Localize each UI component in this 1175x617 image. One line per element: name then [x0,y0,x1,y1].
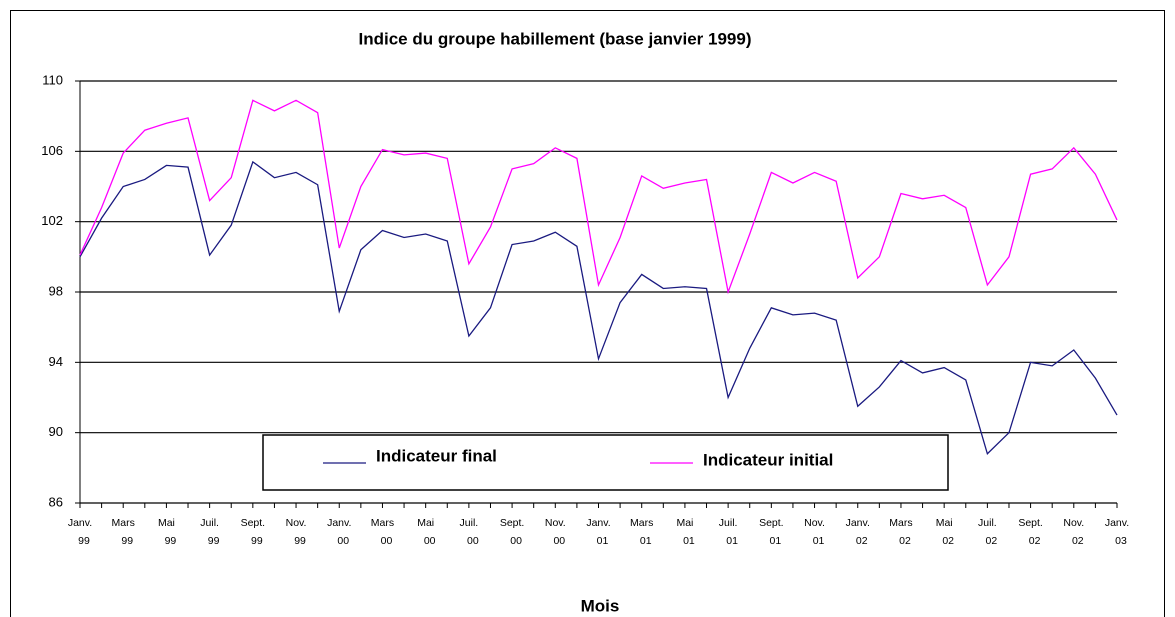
x-tick-label: 01 [813,535,825,547]
series-line [79,99,1118,295]
x-tick-label: 01 [683,535,695,547]
x-tick-label: 01 [640,535,652,547]
x-tick-label: 99 [78,535,90,547]
y-tick-label: 94 [49,354,63,369]
x-tick-label: Juil. [460,517,479,529]
y-tick-label: 98 [49,283,63,298]
x-tick-label: Janv. [1105,517,1129,529]
legend-label: Indicateur initial [703,450,833,469]
x-tick-label: Janv. [327,517,351,529]
x-tick-label: Mai [936,517,953,529]
x-tick-label: 00 [424,535,436,547]
x-tick-label: Juil. [719,517,738,529]
y-tick-label: 86 [49,494,63,509]
x-tick-label: Mai [158,517,175,529]
x-tick-label: 99 [294,535,306,547]
x-tick-label: 02 [899,535,911,547]
legend-box [262,434,949,491]
x-tick-label: Sept. [759,517,784,529]
x-tick-label: 01 [726,535,738,547]
x-tick-label: 01 [769,535,781,547]
x-tick-label: Nov. [1063,517,1084,529]
x-tick-label: 00 [467,535,479,547]
x-tick-label: 02 [856,535,868,547]
x-tick-label: Juil. [978,517,997,529]
series-line [79,160,1118,455]
x-tick-label: Janv. [68,517,92,529]
y-tick-label: 110 [42,72,63,87]
x-tick-label: Mars [889,517,912,529]
x-tick-label: 03 [1115,535,1127,547]
x-tick-label: Mars [112,517,135,529]
x-tick-label: Mai [417,517,434,529]
chart-border [10,10,1165,617]
x-tick-label: Mai [676,517,693,529]
x-tick-label: Janv. [846,517,870,529]
chart-title: Indice du groupe habillement (base janvi… [358,29,751,48]
x-tick-label: Mars [630,517,653,529]
x-tick-label: 00 [553,535,565,547]
x-tick-label: Juil. [200,517,219,529]
legend-label: Indicateur final [376,446,497,465]
x-tick-label: 99 [121,535,133,547]
x-tick-label: Nov. [804,517,825,529]
x-tick-label: 99 [165,535,177,547]
x-tick-label: Nov. [545,517,566,529]
x-tick-label: Sept. [241,517,266,529]
y-tick-label: 90 [49,424,63,439]
x-tick-label: Janv. [586,517,610,529]
x-tick-label: 02 [942,535,954,547]
y-tick-label: 102 [41,213,63,228]
x-tick-label: 02 [1029,535,1041,547]
x-tick-label: 02 [1072,535,1084,547]
x-tick-label: 00 [337,535,349,547]
x-tick-label: 99 [208,535,220,547]
x-tick-label: 02 [986,535,998,547]
x-tick-label: 01 [597,535,609,547]
x-tick-label: 00 [381,535,393,547]
x-tick-label: 99 [251,535,263,547]
x-tick-label: Sept. [500,517,525,529]
x-axis-title: Mois [581,596,620,615]
x-tick-label: Sept. [1018,517,1043,529]
y-tick-label: 106 [41,143,63,158]
x-tick-label: Nov. [286,517,307,529]
x-tick-label: Mars [371,517,394,529]
x-tick-label: 00 [510,535,522,547]
